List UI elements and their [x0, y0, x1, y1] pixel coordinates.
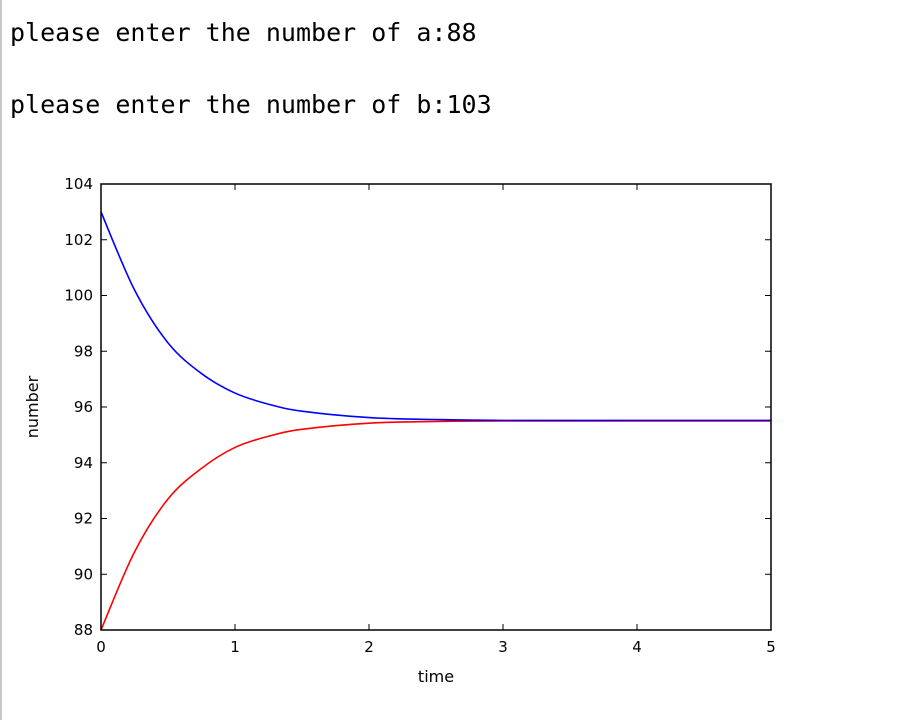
x-tick-label: 3 — [498, 638, 508, 656]
y-axis-label: number — [23, 375, 42, 438]
y-tick-label: 102 — [64, 231, 93, 249]
plot-frame — [100, 183, 772, 631]
x-tick-label: 0 — [96, 638, 106, 656]
console-line-b: please enter the number of b:103 — [10, 90, 492, 120]
y-tick-label: 96 — [74, 398, 93, 416]
ticks-layer: 0 1 2 3 4 5 88 90 92 94 96 98 100 102 104 — [64, 175, 775, 656]
x-axis-label: time — [418, 667, 454, 686]
output-border — [0, 0, 2, 720]
input-a-value: 88 — [446, 18, 477, 47]
x-tick-label: 4 — [632, 638, 642, 656]
x-tick-label: 1 — [230, 638, 240, 656]
y-tick-label: 90 — [74, 565, 93, 583]
console-line-a: please enter the number of a:88 — [10, 18, 477, 48]
series-line-1 — [100, 420, 771, 631]
series-layer — [100, 211, 771, 631]
y-tick-label: 94 — [74, 454, 93, 472]
x-tick-label: 2 — [364, 638, 374, 656]
prompt-b-text: please enter the number of b: — [10, 90, 447, 119]
y-tick-label: 100 — [64, 287, 93, 305]
input-b-value: 103 — [446, 90, 492, 119]
x-tick-label: 5 — [766, 638, 776, 656]
y-tick-label: 92 — [74, 510, 93, 528]
y-tick-label: 98 — [74, 342, 93, 360]
prompt-a-text: please enter the number of a: — [10, 18, 447, 47]
line-chart: 0 1 2 3 4 5 88 90 92 94 96 98 100 102 104 time number — [23, 175, 776, 686]
y-tick-label: 88 — [74, 621, 93, 639]
y-tick-label: 104 — [64, 175, 93, 193]
series-line-2 — [100, 211, 771, 422]
